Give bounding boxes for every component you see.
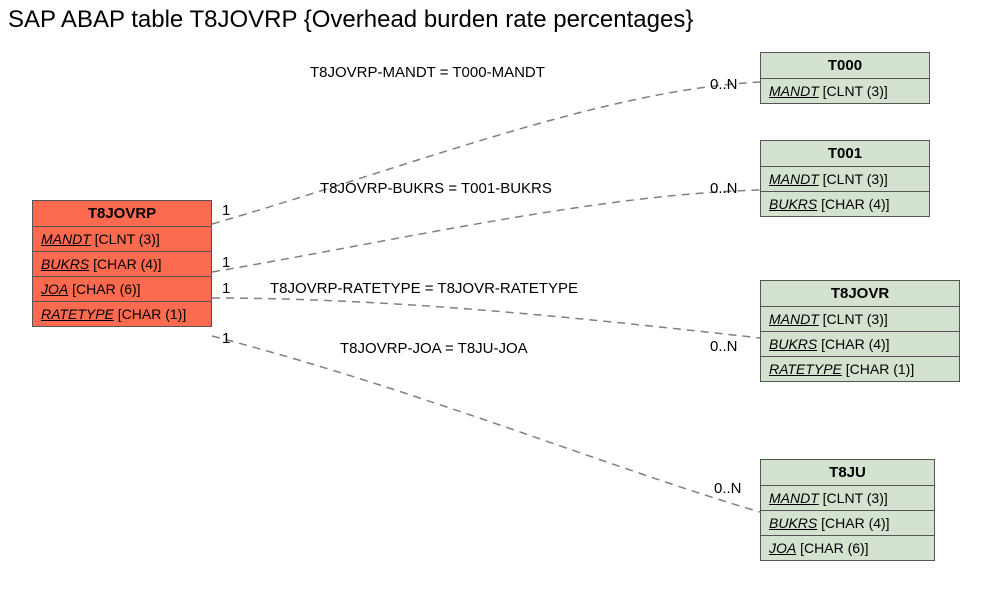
field-type: [CLNT (3)] bbox=[819, 311, 888, 327]
relationship-label: T8JOVRP-BUKRS = T001-BUKRS bbox=[320, 180, 552, 197]
field-type: [CLNT (3)] bbox=[91, 231, 160, 247]
entity-field: BUKRS [CHAR (4)] bbox=[761, 192, 929, 216]
field-name: BUKRS bbox=[769, 336, 817, 352]
diagram-title: SAP ABAP table T8JOVRP {Overhead burden … bbox=[8, 6, 693, 34]
entity-header: T001 bbox=[761, 141, 929, 167]
field-type: [CHAR (4)] bbox=[817, 515, 889, 531]
field-name: BUKRS bbox=[769, 515, 817, 531]
target-entity-t8jovr: T8JOVRMANDT [CLNT (3)]BUKRS [CHAR (4)]RA… bbox=[760, 280, 960, 382]
entity-field: MANDT [CLNT (3)] bbox=[33, 227, 211, 252]
field-name: MANDT bbox=[769, 83, 819, 99]
field-name: RATETYPE bbox=[41, 306, 114, 322]
target-entity-t8ju: T8JUMANDT [CLNT (3)]BUKRS [CHAR (4)]JOA … bbox=[760, 459, 935, 561]
cardinality-source: 1 bbox=[222, 330, 230, 347]
field-type: [CHAR (4)] bbox=[89, 256, 161, 272]
field-type: [CLNT (3)] bbox=[819, 83, 888, 99]
entity-field: MANDT [CLNT (3)] bbox=[761, 307, 959, 332]
cardinality-target: 0..N bbox=[710, 180, 738, 197]
cardinality-source: 1 bbox=[222, 280, 230, 297]
field-name: JOA bbox=[769, 540, 796, 556]
entity-field: MANDT [CLNT (3)] bbox=[761, 167, 929, 192]
field-type: [CLNT (3)] bbox=[819, 171, 888, 187]
cardinality-target: 0..N bbox=[710, 76, 738, 93]
field-type: [CHAR (1)] bbox=[114, 306, 186, 322]
entity-header: T8JU bbox=[761, 460, 934, 486]
cardinality-source: 1 bbox=[222, 254, 230, 271]
field-name: BUKRS bbox=[41, 256, 89, 272]
entity-field: BUKRS [CHAR (4)] bbox=[761, 332, 959, 357]
field-type: [CLNT (3)] bbox=[819, 490, 888, 506]
entity-field: MANDT [CLNT (3)] bbox=[761, 486, 934, 511]
field-type: [CHAR (4)] bbox=[817, 336, 889, 352]
cardinality-target: 0..N bbox=[710, 338, 738, 355]
field-type: [CHAR (6)] bbox=[796, 540, 868, 556]
field-name: MANDT bbox=[41, 231, 91, 247]
field-name: MANDT bbox=[769, 311, 819, 327]
entity-header: T000 bbox=[761, 53, 929, 79]
target-entity-t001: T001MANDT [CLNT (3)]BUKRS [CHAR (4)] bbox=[760, 140, 930, 217]
field-type: [CHAR (6)] bbox=[68, 281, 140, 297]
entity-field: RATETYPE [CHAR (1)] bbox=[33, 302, 211, 326]
field-type: [CHAR (4)] bbox=[817, 196, 889, 212]
field-name: JOA bbox=[41, 281, 68, 297]
entity-field: BUKRS [CHAR (4)] bbox=[761, 511, 934, 536]
cardinality-source: 1 bbox=[222, 202, 230, 219]
entity-header: T8JOVRP bbox=[33, 201, 211, 227]
field-name: MANDT bbox=[769, 490, 819, 506]
target-entity-t000: T000MANDT [CLNT (3)] bbox=[760, 52, 930, 104]
relationship-label: T8JOVRP-JOA = T8JU-JOA bbox=[340, 340, 528, 357]
field-type: [CHAR (1)] bbox=[842, 361, 914, 377]
entity-header: T8JOVR bbox=[761, 281, 959, 307]
source-entity-t8jovrp: T8JOVRPMANDT [CLNT (3)]BUKRS [CHAR (4)]J… bbox=[32, 200, 212, 327]
relationship-label: T8JOVRP-RATETYPE = T8JOVR-RATETYPE bbox=[270, 280, 578, 297]
entity-field: BUKRS [CHAR (4)] bbox=[33, 252, 211, 277]
field-name: RATETYPE bbox=[769, 361, 842, 377]
field-name: MANDT bbox=[769, 171, 819, 187]
entity-field: JOA [CHAR (6)] bbox=[761, 536, 934, 560]
relationship-label: T8JOVRP-MANDT = T000-MANDT bbox=[310, 64, 545, 81]
cardinality-target: 0..N bbox=[714, 480, 742, 497]
entity-field: MANDT [CLNT (3)] bbox=[761, 79, 929, 103]
entity-field: RATETYPE [CHAR (1)] bbox=[761, 357, 959, 381]
field-name: BUKRS bbox=[769, 196, 817, 212]
entity-field: JOA [CHAR (6)] bbox=[33, 277, 211, 302]
